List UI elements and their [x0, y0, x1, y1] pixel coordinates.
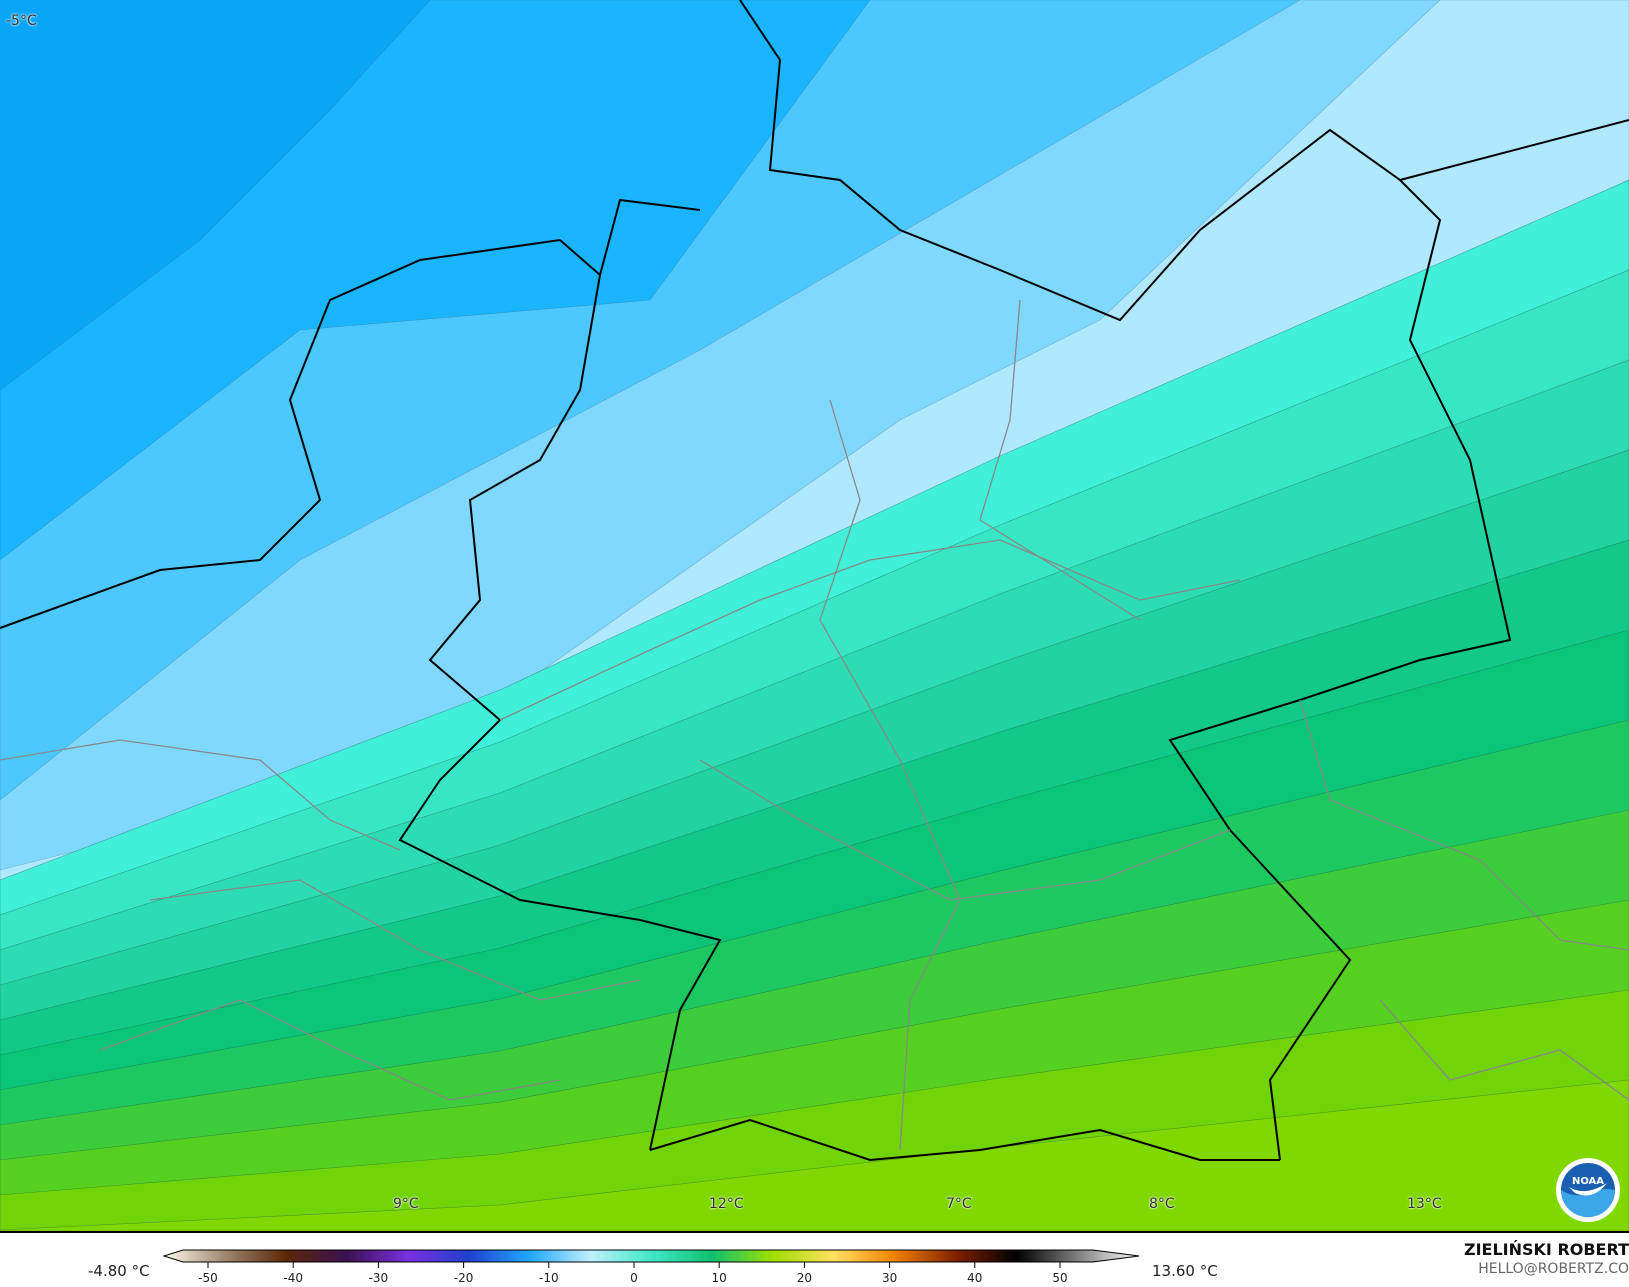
author-email: HELLO@ROBERTZ.CO [1478, 1261, 1629, 1277]
region-border [99, 999, 561, 1101]
point-temperature-label: 9°C [393, 1196, 419, 1212]
region-border [0, 739, 401, 851]
colorbar-tick-label: 30 [882, 1271, 897, 1285]
point-temperature-label: 12°C [709, 1196, 744, 1212]
noaa-logo: NOAA [1555, 1157, 1621, 1223]
noaa-logo-text: NOAA [1572, 1176, 1604, 1187]
colorbar-tick-label: -30 [369, 1271, 389, 1285]
colorbar-tick-label: 20 [797, 1271, 812, 1285]
colorbar-tick-label: 0 [630, 1271, 638, 1285]
point-temperature-label: 7°C [946, 1196, 972, 1212]
point-temperature-label: 8°C [1149, 1196, 1175, 1212]
colorbar-gradient [162, 1249, 1140, 1263]
colorbar-tick-label: 50 [1052, 1271, 1067, 1285]
corner-temperature-label: -5°C [6, 13, 37, 29]
region-border [699, 759, 1231, 901]
country-border [0, 198, 701, 629]
region-border [499, 539, 1241, 721]
colorbar-max-value: 13.60 °C [1152, 1262, 1218, 1280]
colorbar-tick-label: -40 [283, 1271, 303, 1285]
region-border [149, 879, 641, 1001]
country-border [739, 0, 1512, 1161]
country-border [649, 1118, 1280, 1162]
region-border [1299, 699, 1629, 951]
temperature-contour-fill [0, 0, 1629, 1231]
colorbar-tick-label: -10 [539, 1271, 559, 1285]
country-border [1399, 119, 1629, 181]
author-credit: ZIELIŃSKI ROBERT HELLO@ROBERTZ.CO [1464, 1240, 1629, 1277]
region-border [1379, 999, 1629, 1101]
region-border [979, 299, 1141, 621]
colorbar: -50 -40 -30 -20 -10 0 10 20 30 40 50 [162, 1249, 1140, 1285]
colorbar-tick-label: -50 [198, 1271, 218, 1285]
colorbar-min-value: -4.80 °C [88, 1262, 150, 1280]
country-border [398, 274, 722, 1151]
temperature-band [0, 1079, 1629, 1231]
point-temperature-label: 13°C [1407, 1196, 1442, 1212]
colorbar-tick-label: 10 [712, 1271, 727, 1285]
temperature-map: -5°C 9°C 12°C 7°C 8°C 13°C NOAA [0, 0, 1629, 1233]
colorbar-tick-label: 40 [967, 1271, 982, 1285]
region-border [819, 399, 961, 1151]
author-name: ZIELIŃSKI ROBERT [1463, 1240, 1629, 1259]
colorbar-tick-label: -20 [454, 1271, 474, 1285]
